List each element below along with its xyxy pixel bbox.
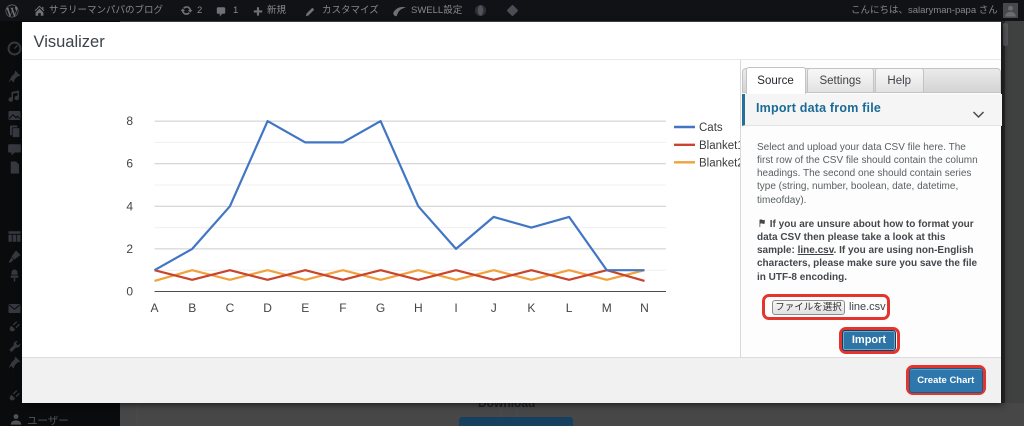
svg-text:M: M bbox=[602, 301, 612, 315]
svg-text:E: E bbox=[301, 301, 309, 315]
svg-text:Blanket1: Blanket1 bbox=[699, 140, 740, 152]
svg-text:G: G bbox=[376, 301, 385, 315]
svg-text:0: 0 bbox=[126, 285, 133, 299]
svg-text:D: D bbox=[263, 301, 272, 315]
svg-text:6: 6 bbox=[126, 157, 133, 171]
svg-text:L: L bbox=[566, 301, 573, 315]
svg-text:8: 8 bbox=[126, 114, 133, 128]
svg-text:A: A bbox=[150, 301, 158, 315]
svg-text:2: 2 bbox=[126, 242, 133, 256]
svg-text:F: F bbox=[339, 301, 346, 315]
svg-text:N: N bbox=[640, 301, 649, 315]
svg-text:C: C bbox=[226, 301, 235, 315]
svg-text:B: B bbox=[188, 301, 196, 315]
svg-text:Blanket2: Blanket2 bbox=[699, 157, 740, 169]
svg-text:K: K bbox=[527, 301, 535, 315]
svg-text:4: 4 bbox=[126, 199, 133, 213]
svg-text:I: I bbox=[454, 301, 457, 315]
svg-text:Cats: Cats bbox=[699, 122, 723, 134]
svg-text:H: H bbox=[414, 301, 423, 315]
svg-text:J: J bbox=[491, 301, 497, 315]
